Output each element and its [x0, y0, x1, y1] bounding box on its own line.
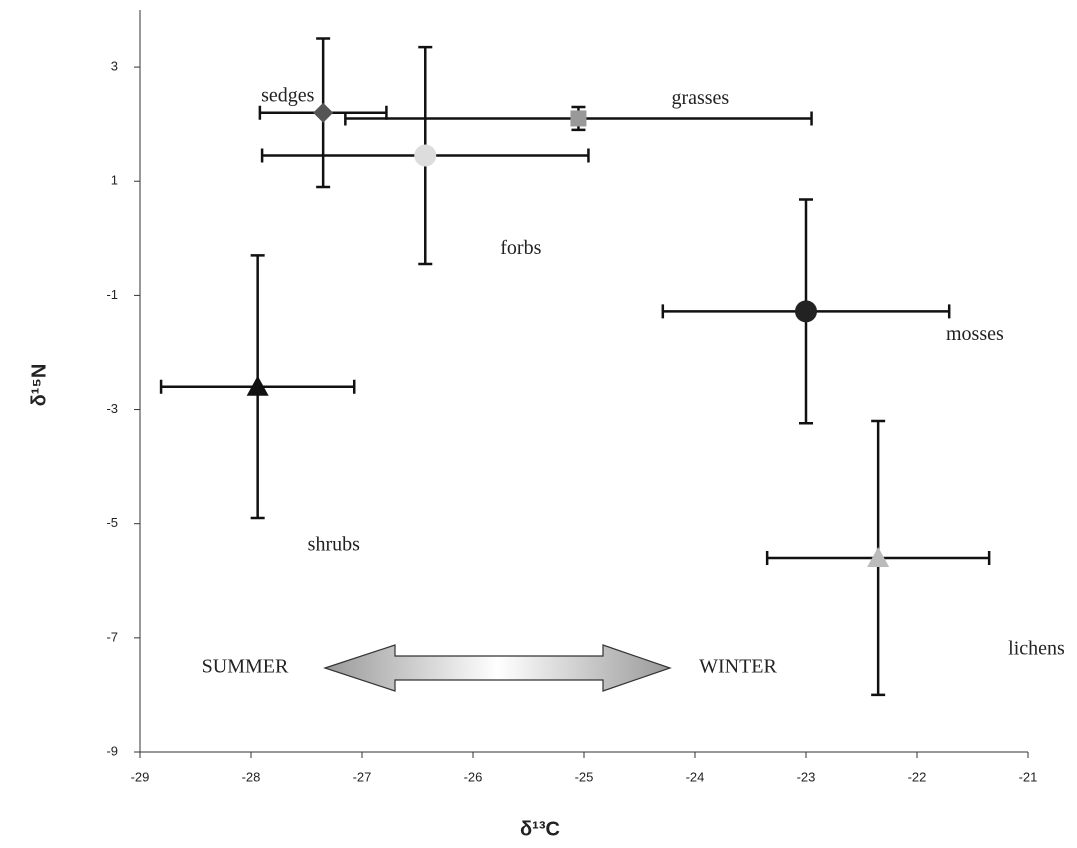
point [313, 102, 334, 123]
annotation: WINTER [699, 656, 777, 678]
x-tick-label: -22 [908, 769, 927, 784]
x-tick-label: -24 [686, 769, 705, 784]
x-tick-label: -23 [797, 769, 816, 784]
x-tick-label: -26 [464, 769, 483, 784]
point [795, 300, 817, 323]
x-tick-label: -27 [353, 769, 372, 784]
y-axis-title: δ¹⁵N [28, 364, 50, 407]
y-tick-label: -1 [106, 287, 118, 302]
point [570, 110, 587, 127]
x-tick-label: -25 [575, 769, 594, 784]
x-tick-label: -28 [242, 769, 261, 784]
season-arrow [323, 644, 672, 692]
y-tick-label: 3 [111, 59, 118, 74]
y-tick-label: -3 [106, 401, 118, 416]
group-label: forbs [500, 237, 541, 259]
point [246, 375, 269, 396]
group-label: shrubs [308, 533, 360, 555]
x-tick-label: -29 [131, 769, 150, 784]
annotation: SUMMER [202, 656, 289, 678]
x-axis-title: δ¹³C [520, 818, 560, 840]
x-tick-label: -21 [1019, 769, 1038, 784]
point [414, 144, 437, 167]
group-label: mosses [946, 323, 1004, 345]
y-tick-label: 1 [111, 173, 118, 188]
point [867, 546, 890, 567]
y-tick-label: -5 [106, 515, 118, 530]
y-tick-label: -7 [106, 629, 118, 644]
y-tick-label: -9 [106, 743, 118, 758]
group-label: grasses [671, 87, 729, 109]
group-label: lichens [1008, 638, 1065, 660]
group-label: sedges [261, 84, 315, 106]
